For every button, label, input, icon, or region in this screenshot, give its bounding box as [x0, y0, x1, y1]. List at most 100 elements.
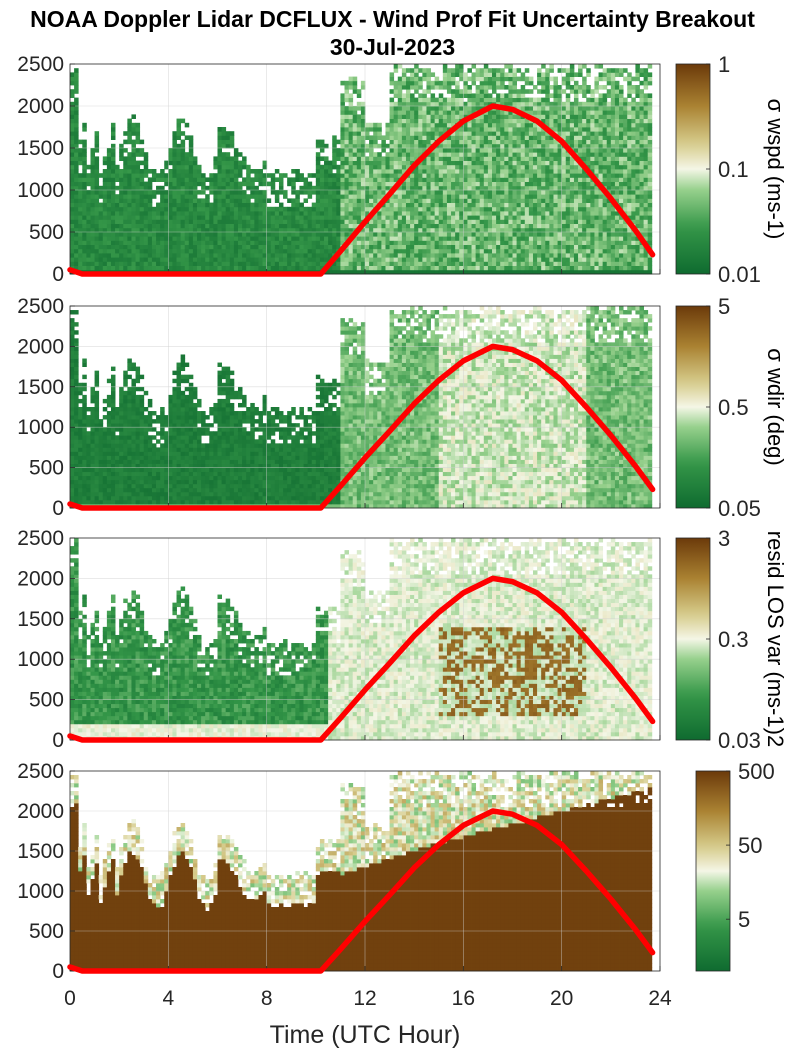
heatmap-cell: [398, 98, 403, 103]
heatmap-cell: [394, 148, 399, 153]
heatmap-cell: [345, 140, 350, 145]
heatmap-cell: [205, 203, 210, 208]
heatmap-cell: [78, 207, 83, 212]
heatmap-cell: [562, 224, 567, 229]
heatmap-cell: [222, 190, 227, 195]
heatmap-cell: [508, 240, 513, 245]
heatmap-cell: [443, 257, 448, 262]
heatmap-cell: [529, 236, 534, 241]
heatmap-cell: [455, 165, 460, 170]
heatmap-cell: [447, 77, 452, 82]
heatmap-cell: [357, 253, 362, 258]
heatmap-cell: [578, 177, 583, 182]
heatmap-cell: [500, 240, 505, 245]
heatmap-cell: [574, 198, 579, 203]
heatmap-cell: [500, 148, 505, 153]
heatmap-cell: [103, 253, 108, 258]
heatmap-cell: [222, 211, 227, 216]
heatmap-cell: [230, 211, 235, 216]
heatmap-cell: [90, 249, 95, 254]
heatmap-cell: [603, 236, 608, 241]
heatmap-cell: [291, 177, 296, 182]
heatmap-cell: [463, 161, 468, 166]
heatmap-cell: [144, 194, 149, 199]
heatmap-cell: [513, 219, 518, 224]
heatmap-cell: [574, 232, 579, 237]
heatmap-cell: [238, 249, 243, 254]
heatmap-cell: [533, 169, 538, 174]
heatmap-cell: [566, 165, 571, 170]
heatmap-cell: [566, 261, 571, 266]
heatmap-cell: [586, 194, 591, 199]
heatmap-cell: [90, 240, 95, 245]
heatmap-cell: [607, 72, 612, 77]
heatmap-cell: [353, 211, 358, 216]
heatmap-cell: [287, 177, 292, 182]
heatmap-cell: [570, 245, 575, 250]
heatmap-cell: [140, 211, 145, 216]
heatmap-cell: [422, 114, 427, 119]
heatmap-cell: [594, 224, 599, 229]
heatmap-cell: [611, 123, 616, 128]
heatmap-cell: [607, 236, 612, 241]
heatmap-cell: [455, 135, 460, 140]
heatmap-cell: [484, 148, 489, 153]
heatmap-cell: [484, 85, 489, 90]
heatmap-cell: [594, 77, 599, 82]
heatmap-cell: [574, 85, 579, 90]
heatmap-cell: [586, 245, 591, 250]
heatmap-cell: [586, 156, 591, 161]
heatmap-cell: [332, 198, 337, 203]
heatmap-cell: [349, 77, 354, 82]
heatmap-cell: [574, 173, 579, 178]
heatmap-cell: [254, 245, 259, 250]
heatmap-cell: [197, 224, 202, 229]
heatmap-cell: [177, 253, 182, 258]
heatmap-cell: [332, 161, 337, 166]
heatmap-cell: [340, 148, 345, 153]
heatmap-cell: [582, 253, 587, 258]
heatmap-cell: [177, 245, 182, 250]
heatmap-cell: [426, 211, 431, 216]
heatmap-cell: [603, 173, 608, 178]
heatmap-cell: [70, 156, 75, 161]
heatmap-cell: [398, 203, 403, 208]
heatmap-cell: [463, 203, 468, 208]
heatmap-cell: [213, 249, 218, 254]
heatmap-cell: [258, 224, 263, 229]
heatmap-cell: [537, 169, 542, 174]
heatmap-cell: [131, 156, 136, 161]
heatmap-cell: [222, 236, 227, 241]
heatmap-cell: [345, 98, 350, 103]
heatmap-cell: [127, 215, 132, 220]
heatmap-cell: [619, 182, 624, 187]
heatmap-cell: [107, 207, 112, 212]
heatmap-cell: [549, 119, 554, 124]
heatmap-cell: [570, 177, 575, 182]
heatmap-cell: [336, 261, 341, 266]
heatmap-cell: [119, 211, 124, 216]
heatmap-cell: [553, 85, 558, 90]
heatmap-cell: [472, 207, 477, 212]
heatmap-cell: [521, 140, 526, 145]
heatmap-cell: [611, 140, 616, 145]
heatmap-cell: [484, 152, 489, 157]
heatmap-cell: [451, 266, 456, 271]
heatmap-cell: [140, 232, 145, 237]
heatmap-cell: [439, 119, 444, 124]
heatmap-cell: [549, 165, 554, 170]
heatmap-cell: [201, 190, 206, 195]
heatmap-cell: [271, 182, 276, 187]
heatmap-cell: [312, 215, 317, 220]
heatmap-cell: [398, 198, 403, 203]
heatmap-cell: [398, 165, 403, 170]
heatmap-cell: [357, 93, 362, 98]
heatmap-cell: [607, 224, 612, 229]
heatmap-cell: [70, 232, 75, 237]
heatmap-cell: [78, 261, 83, 266]
heatmap-cell: [476, 127, 481, 132]
heatmap-cell: [599, 165, 604, 170]
heatmap-cell: [586, 207, 591, 212]
heatmap-cell: [127, 249, 132, 254]
heatmap-cell: [340, 98, 345, 103]
